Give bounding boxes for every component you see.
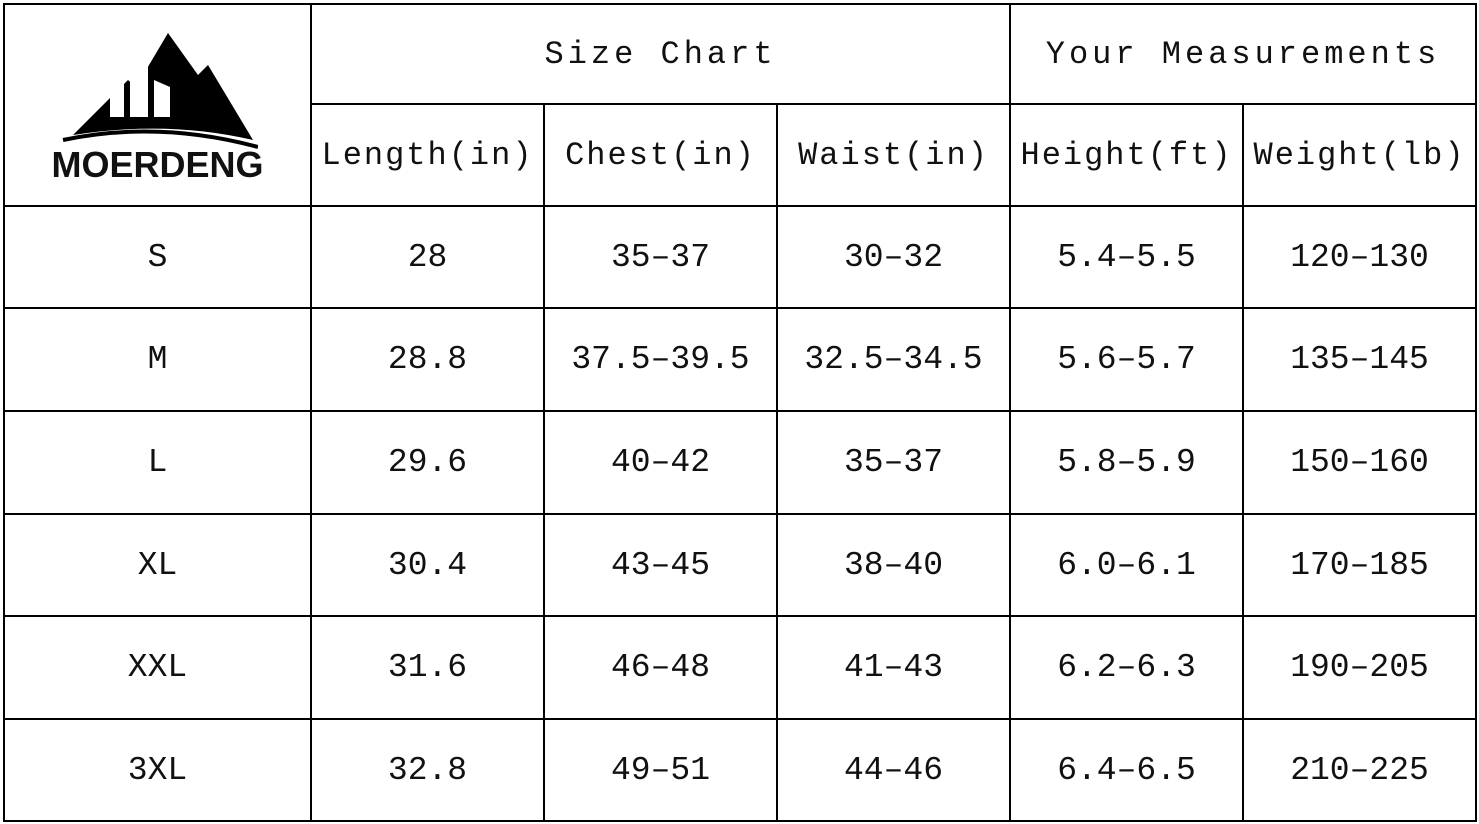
size-row: S 28 35–37 30–32 5.4–5.5 120–130 (3, 205, 1477, 309)
size-value: 37.5–39.5 (543, 307, 778, 412)
column-header: Waist(in) (776, 103, 1011, 207)
size-row: L 29.6 40–42 35–37 5.8–5.9 150–160 (3, 410, 1477, 515)
size-value: 32.5–34.5 (776, 307, 1011, 412)
size-value: 49–51 (543, 718, 778, 822)
column-header-row: Length(in) Chest(in) Waist(in) Height(ft) We… (4, 103, 1477, 207)
size-value: 5.6–5.7 (1009, 307, 1244, 412)
brand-name: MOERDENG (51, 143, 264, 185)
size-value: 40–42 (543, 410, 778, 515)
size-value: 30.4 (310, 513, 545, 617)
size-value: 6.0–6.1 (1009, 513, 1244, 617)
size-label: XL (3, 513, 312, 617)
size-row: M 28.8 37.5–39.5 32.5–34.5 5.6–5.7 135–145 (3, 307, 1477, 412)
size-label: L (3, 410, 312, 515)
size-value: 120–130 (1242, 205, 1477, 309)
column-header: Length(in) (310, 103, 545, 207)
size-value: 6.4–6.5 (1009, 718, 1244, 822)
size-row: XXL 31.6 46–48 41–43 6.2–6.3 190–205 (3, 615, 1477, 720)
size-value: 210–225 (1242, 718, 1477, 822)
size-value: 5.8–5.9 (1009, 410, 1244, 515)
size-label: XXL (3, 615, 312, 720)
size-value: 28 (310, 205, 545, 309)
size-label: 3XL (3, 718, 312, 822)
size-table: MOERDENG Size Chart Your Measurements Le… (3, 3, 1477, 822)
group-header: Your Measurements (1009, 3, 1477, 105)
size-value: 29.6 (310, 410, 545, 515)
size-value: 35–37 (776, 410, 1011, 515)
size-value: 35–37 (543, 205, 778, 309)
group-row: MOERDENG Size Chart Your Measurements (3, 3, 1477, 207)
size-row: XL 30.4 43–45 38–40 6.0–6.1 170–185 (3, 513, 1477, 617)
size-value: 32.8 (310, 718, 545, 822)
size-value: 150–160 (1242, 410, 1477, 515)
size-value: 44–46 (776, 718, 1011, 822)
size-value: 135–145 (1242, 307, 1477, 412)
table-body: MOERDENG Size Chart Your Measurements Le… (3, 3, 1477, 822)
size-label: S (3, 205, 312, 309)
size-value: 46–48 (543, 615, 778, 720)
size-row: 3XL 32.8 49–51 44–46 6.4–6.5 210–225 (3, 718, 1477, 822)
size-value: 30–32 (776, 205, 1011, 309)
size-value: 38–40 (776, 513, 1011, 617)
size-value: 43–45 (543, 513, 778, 617)
size-value: 28.8 (310, 307, 545, 412)
size-value: 31.6 (310, 615, 545, 720)
size-label: M (3, 307, 312, 412)
group-header: Size Chart (310, 3, 1011, 105)
size-value: 5.4–5.5 (1009, 205, 1244, 309)
size-value: 41–43 (776, 615, 1011, 720)
logo-cell: MOERDENG (3, 3, 312, 207)
size-value: 6.2–6.3 (1009, 615, 1244, 720)
size-value: 190–205 (1242, 615, 1477, 720)
logo-icon (62, 32, 258, 149)
column-header: Chest(in) (543, 103, 778, 207)
size-value: 170–185 (1242, 513, 1477, 617)
column-header: Weight(lb) (1242, 103, 1477, 207)
column-header: Height(ft) (1009, 103, 1244, 207)
